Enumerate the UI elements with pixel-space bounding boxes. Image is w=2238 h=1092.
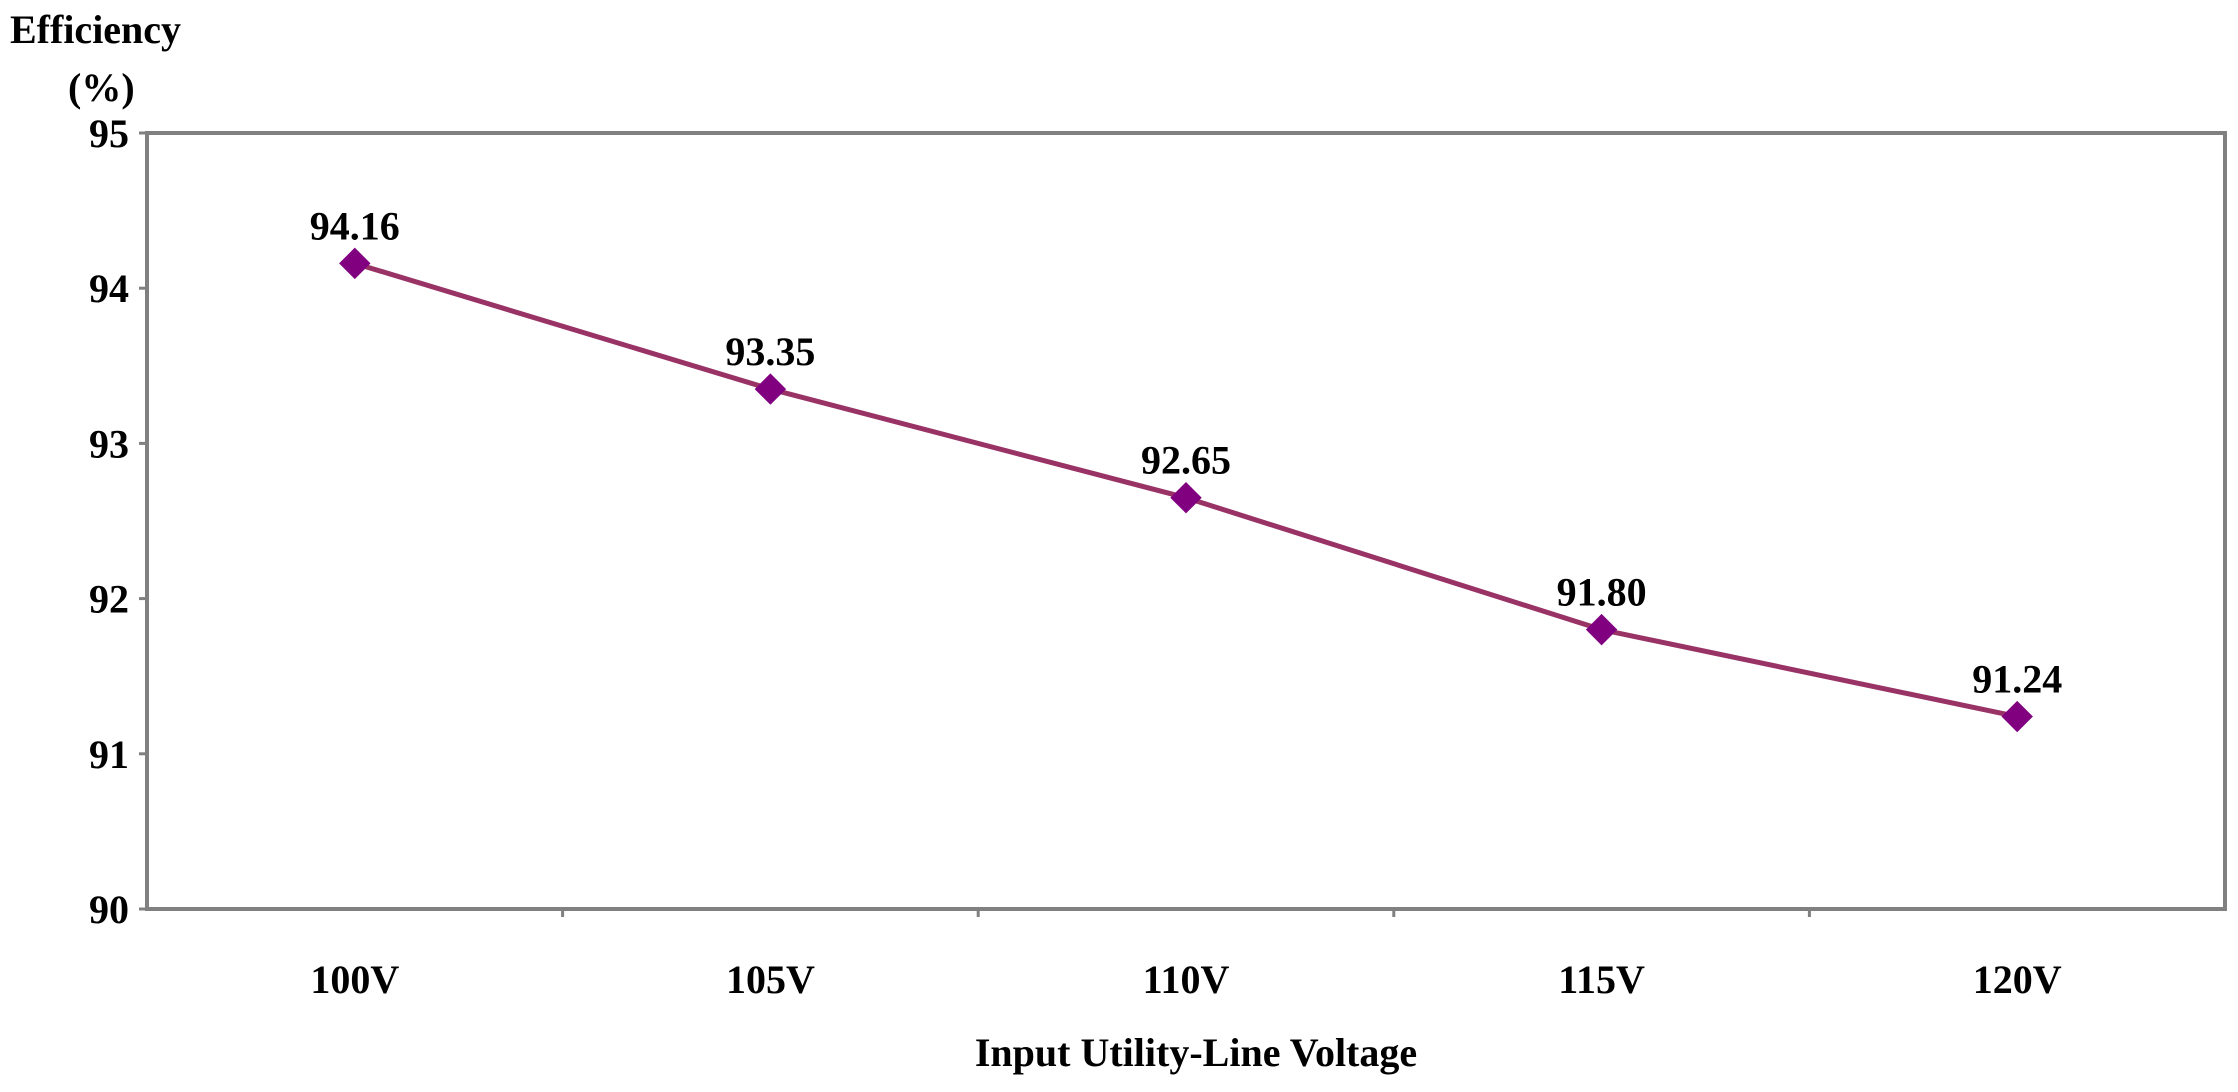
y-axis-label-line2: (%) [68, 65, 135, 110]
x-tick-label: 120V [1973, 957, 2062, 1002]
x-tick-label: 115V [1558, 957, 1645, 1002]
data-label: 92.65 [1141, 438, 1231, 483]
data-point-marker [754, 373, 787, 405]
y-tick-label: 94 [89, 266, 129, 311]
x-axis-label: Input Utility-Line Voltage [975, 1030, 1417, 1075]
x-axis-ticks: 100V 105V 110V 115V 120V [310, 909, 2062, 1002]
x-tick-label: 110V [1143, 957, 1230, 1002]
y-tick-label: 92 [89, 577, 129, 622]
data-label: 93.35 [725, 329, 815, 374]
y-tick-label: 90 [89, 887, 129, 932]
y-axis-label-line1: Efficiency [10, 7, 181, 52]
data-point-marker [339, 247, 371, 280]
data-label: 91.24 [1972, 657, 2062, 702]
x-tick-label: 105V [726, 957, 815, 1002]
y-tick-label: 93 [89, 421, 129, 466]
plot-area [145, 131, 2227, 911]
x-tick-label: 100V [310, 957, 399, 1002]
data-point-marker [1585, 613, 1618, 646]
y-tick-label: 95 [89, 111, 129, 156]
data-label: 94.16 [310, 203, 400, 248]
data-point-marker [2001, 700, 2033, 733]
data-point-marker [1170, 482, 1202, 514]
y-axis-ticks: 90 91 92 93 94 95 [89, 111, 147, 932]
data-label: 91.80 [1557, 570, 1647, 615]
y-tick-label: 91 [89, 732, 129, 777]
series-efficiency: 94.16 93.35 92.65 91.80 91.24 [310, 203, 2062, 733]
